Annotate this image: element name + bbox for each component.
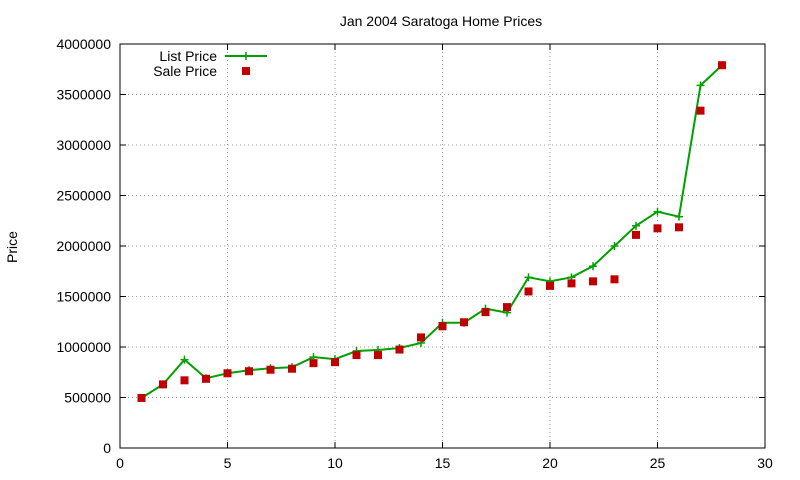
y-tick-label: 1500000 xyxy=(56,289,111,305)
x-tick-label: 30 xyxy=(757,455,773,471)
y-tick-label: 4000000 xyxy=(56,36,111,52)
x-tick-label: 20 xyxy=(542,455,558,471)
y-tick-label: 2000000 xyxy=(56,238,111,254)
chart-title: Jan 2004 Saratoga Home Prices xyxy=(340,13,542,29)
x-tick-label: 0 xyxy=(116,455,124,471)
y-tick-label: 0 xyxy=(103,440,111,456)
sale-price-point xyxy=(180,376,189,385)
sale-price-point xyxy=(331,358,339,367)
y-tick-label: 3500000 xyxy=(56,87,111,103)
x-tick-label: 5 xyxy=(224,455,232,471)
y-axis-label: Price xyxy=(4,231,20,263)
legend: List Price Sale Price xyxy=(153,48,267,79)
sale-price-point xyxy=(202,374,210,383)
y-tick-label: 2500000 xyxy=(56,188,111,204)
list-price-point xyxy=(653,207,662,216)
list-price-point xyxy=(696,81,705,90)
legend-marker-sale-price xyxy=(242,67,250,75)
sale-price-point xyxy=(632,230,640,239)
sale-price-point xyxy=(503,303,511,312)
sale-price-point xyxy=(159,380,167,389)
sale-price-point xyxy=(696,106,705,115)
plot-frame xyxy=(119,43,766,449)
y-tick-label: 500000 xyxy=(64,390,111,406)
y-tick-label: 3000000 xyxy=(56,137,111,153)
sale-price-point xyxy=(481,308,490,317)
sale-price-point xyxy=(288,364,296,373)
sale-price-point xyxy=(675,223,683,232)
sale-price-point xyxy=(653,224,662,233)
x-tick-label: 25 xyxy=(650,455,666,471)
list-price-point xyxy=(632,221,640,230)
sale-price-point xyxy=(245,367,253,376)
sale-price-point xyxy=(395,345,404,354)
sale-price-point xyxy=(266,365,275,374)
legend-marker-list-price xyxy=(242,52,250,60)
list-price-point xyxy=(589,262,597,271)
x-tick-label: 10 xyxy=(327,455,343,471)
sale-price-point xyxy=(610,275,619,284)
y-tick-label: 1000000 xyxy=(56,339,111,355)
sale-price-point xyxy=(589,277,597,286)
list-price-point xyxy=(180,355,189,364)
sale-price-point xyxy=(417,333,425,342)
sale-price-point xyxy=(137,394,146,403)
sale-price-point xyxy=(374,351,382,360)
sale-price-point xyxy=(352,351,361,360)
legend-label-sale-price: Sale Price xyxy=(153,63,217,79)
series xyxy=(137,61,726,403)
sale-price-point xyxy=(524,287,533,296)
sale-price-point xyxy=(309,359,318,368)
sale-price-point xyxy=(718,61,726,70)
sale-price-point xyxy=(460,318,468,327)
grid xyxy=(119,43,766,449)
sale-price-point xyxy=(567,279,576,288)
list-price-line xyxy=(140,64,723,399)
sale-price-point xyxy=(546,281,554,290)
list-price-point xyxy=(675,212,683,221)
sale-price-point xyxy=(438,322,447,331)
list-price-point xyxy=(610,242,619,250)
legend-label-list-price: List Price xyxy=(159,48,217,64)
sale-price-point xyxy=(223,369,232,378)
list-price-point xyxy=(524,273,533,282)
tick-labels: 0 500000 1000000 1500000 2000000 2500000 30000… xyxy=(56,36,773,471)
x-tick-label: 15 xyxy=(435,455,451,471)
